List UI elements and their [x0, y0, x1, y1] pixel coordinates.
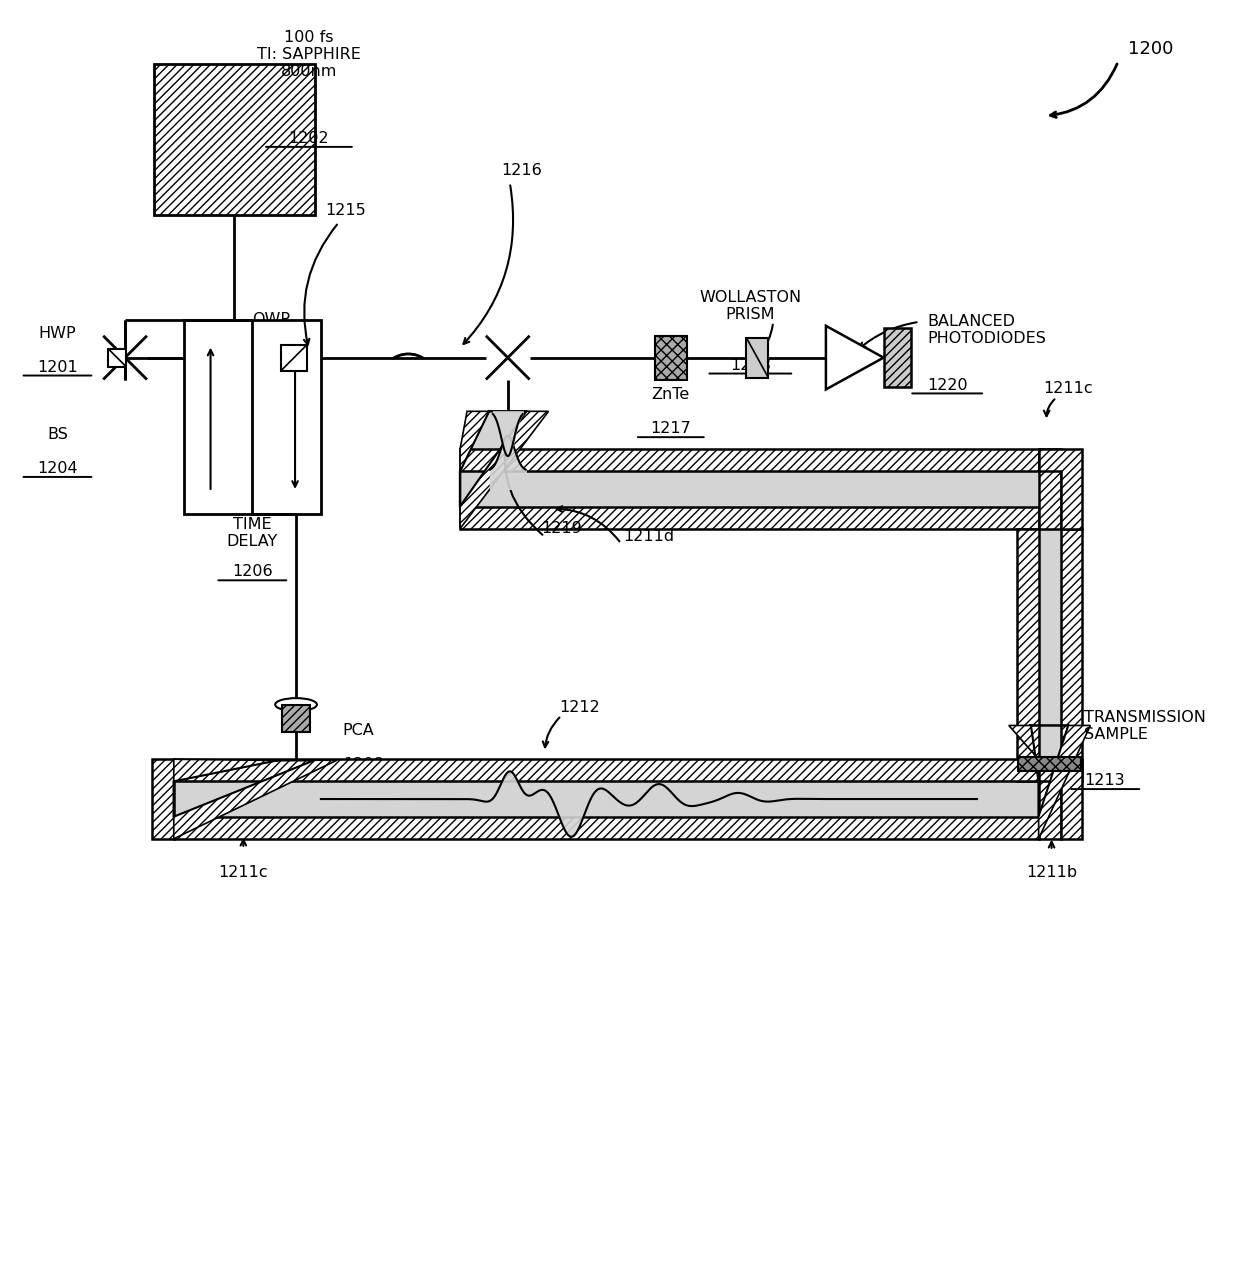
- Text: HWP: HWP: [38, 326, 77, 341]
- Text: 1215: 1215: [325, 203, 366, 218]
- Text: TIME
DELAY: TIME DELAY: [227, 516, 278, 549]
- Polygon shape: [1039, 449, 1083, 529]
- Polygon shape: [1039, 760, 1083, 839]
- Text: BS: BS: [47, 427, 68, 443]
- Polygon shape: [1039, 725, 1090, 839]
- Polygon shape: [460, 470, 1039, 507]
- Text: 1211c: 1211c: [1044, 382, 1094, 397]
- Text: QWP: QWP: [252, 312, 290, 327]
- Polygon shape: [1039, 449, 1060, 529]
- Text: BALANCED
PHOTODIODES: BALANCED PHOTODIODES: [928, 314, 1047, 346]
- Polygon shape: [1039, 760, 1060, 839]
- Text: 1216: 1216: [501, 162, 542, 178]
- Text: 100 fs
TI: SAPPHIRE
800nm: 100 fs TI: SAPPHIRE 800nm: [257, 29, 361, 80]
- Text: ZnTe: ZnTe: [652, 388, 689, 402]
- Polygon shape: [174, 761, 337, 839]
- Text: TRANSMISSION
SAMPLE: TRANSMISSION SAMPLE: [1085, 710, 1207, 742]
- Ellipse shape: [275, 699, 317, 711]
- Bar: [108, 349, 126, 366]
- Polygon shape: [1039, 529, 1060, 781]
- Bar: [884, 328, 911, 388]
- Text: 1212: 1212: [559, 700, 600, 715]
- Bar: [746, 337, 769, 378]
- Polygon shape: [174, 760, 1039, 781]
- Text: 1218: 1218: [730, 358, 771, 373]
- Text: 1208: 1208: [250, 346, 291, 360]
- Text: 1204: 1204: [37, 462, 78, 476]
- Text: 1217: 1217: [651, 421, 691, 436]
- Polygon shape: [1030, 725, 1069, 817]
- Polygon shape: [1017, 529, 1039, 781]
- Bar: [281, 345, 308, 370]
- Text: 1200: 1200: [1128, 39, 1174, 57]
- Text: PCA: PCA: [342, 724, 374, 738]
- Polygon shape: [1060, 529, 1083, 781]
- Bar: [655, 336, 687, 379]
- Polygon shape: [460, 507, 1039, 529]
- Polygon shape: [1009, 725, 1039, 781]
- Text: 1211c: 1211c: [218, 865, 268, 880]
- Text: 1219: 1219: [541, 521, 582, 535]
- Text: WOLLASTON
PRISM: WOLLASTON PRISM: [699, 290, 801, 322]
- Bar: [184, 320, 321, 514]
- Bar: [1018, 757, 1081, 771]
- Text: 1211d: 1211d: [624, 529, 675, 544]
- Polygon shape: [826, 326, 884, 389]
- Text: 1208: 1208: [342, 757, 383, 772]
- Text: 1211b: 1211b: [1025, 865, 1078, 880]
- Text: 1202: 1202: [289, 131, 330, 146]
- Text: 1206: 1206: [232, 564, 273, 579]
- Polygon shape: [174, 781, 1039, 817]
- Polygon shape: [174, 761, 315, 817]
- Polygon shape: [174, 817, 1039, 839]
- Bar: [283, 705, 310, 733]
- Text: 1201: 1201: [37, 360, 78, 374]
- Polygon shape: [151, 760, 174, 839]
- Bar: [154, 65, 315, 216]
- Polygon shape: [460, 411, 527, 507]
- Polygon shape: [460, 449, 1039, 470]
- Polygon shape: [460, 411, 548, 529]
- Polygon shape: [174, 760, 278, 781]
- Polygon shape: [460, 411, 489, 470]
- Text: 1213: 1213: [1085, 773, 1125, 789]
- Text: 1220: 1220: [928, 378, 968, 393]
